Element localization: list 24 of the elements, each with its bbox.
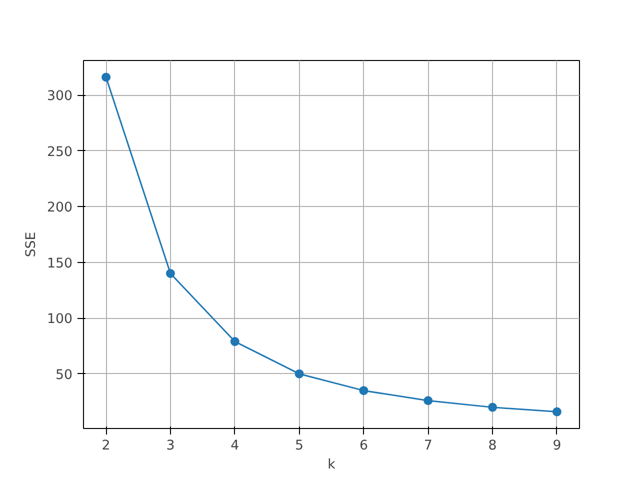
x-tick-label: 2 <box>102 438 110 454</box>
y-tick-label: 200 <box>47 200 73 216</box>
x-tick-label: 5 <box>295 438 304 454</box>
x-axis-title: k <box>328 458 336 472</box>
y-tick-label: 300 <box>47 89 73 104</box>
point <box>294 369 304 378</box>
point <box>102 72 111 82</box>
x-tick-label: 8 <box>488 438 497 454</box>
point <box>359 386 368 396</box>
y-tick-label: 50 <box>56 368 73 383</box>
y-tick-label: 250 <box>47 144 73 160</box>
point <box>424 396 433 406</box>
x-tick-label: 7 <box>424 438 432 454</box>
point <box>552 407 562 416</box>
x-tick-label: 4 <box>230 438 240 454</box>
y-tick-label: 150 <box>47 256 73 272</box>
y-tick-label: 100 <box>47 312 73 328</box>
x-tick-label: 3 <box>166 438 175 454</box>
point <box>488 402 498 412</box>
point <box>230 337 240 346</box>
x-tick-label: 9 <box>552 438 562 454</box>
x-tick-label: 6 <box>359 438 368 454</box>
y-axis-title: SSE <box>24 232 40 258</box>
point <box>166 269 175 278</box>
